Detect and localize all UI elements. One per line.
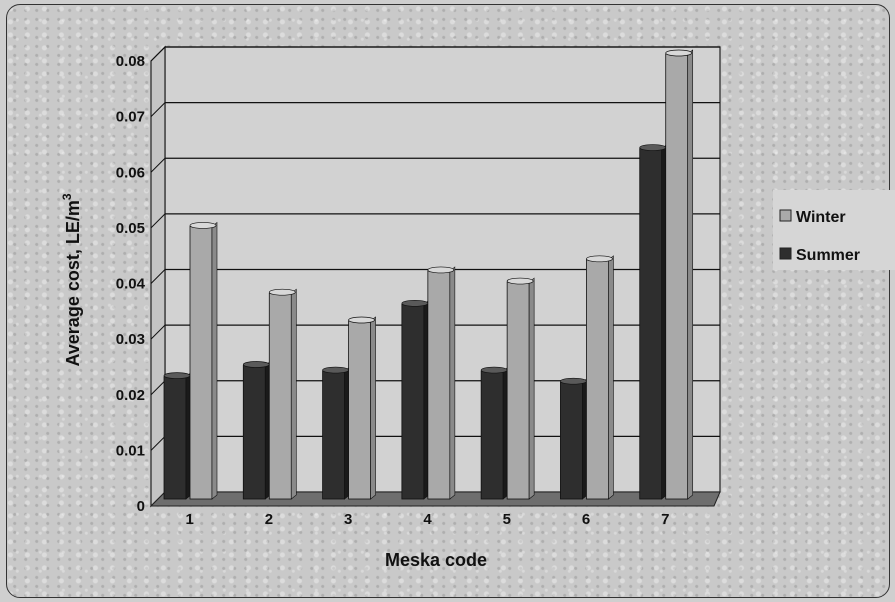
bar-winter-2 [268,288,297,500]
gridline-side [150,324,166,340]
bar-winter-1 [189,221,218,500]
y-axis-ticks: 0 0.01 0.02 0.03 0.04 0.05 0.06 0.07 0.08 [116,53,146,515]
y-tick-label: 0.07 [116,109,145,126]
gridline-side [150,102,166,117]
y-tick-label: 0.03 [116,331,145,348]
y-tick-label: 0.04 [116,276,146,293]
bar-winter-4 [427,266,456,500]
x-tick-label: 4 [423,511,432,528]
bar-winter-6 [586,255,614,500]
legend: Winter Summer [773,190,895,270]
bar-winter-5 [506,277,535,500]
x-tick-label: 2 [265,511,273,528]
x-axis-title: Meska code [385,550,487,570]
legend-swatch-winter [779,209,792,222]
bar-summer-7 [639,143,668,500]
bar-summer-3 [322,366,350,500]
x-tick-label: 6 [582,511,590,528]
y-axis-title-main: Average cost, LE/m [63,200,83,366]
bar-summer-4 [401,299,430,500]
bar-summer-1 [163,372,192,500]
gridline-side [150,380,166,396]
y-tick-label: 0.01 [116,442,145,459]
y-tick-label: 0.05 [116,220,145,237]
legend-label-winter: Winter [796,209,846,226]
bars [163,49,694,500]
bar-winter-3 [348,316,376,500]
y-tick-label: 0.06 [116,164,145,181]
bar-summer-6 [560,377,588,500]
y-tick-label: 0 [137,498,145,515]
gridline-side [150,213,166,229]
x-tick-label: 1 [185,511,193,528]
gridline-side [150,269,166,284]
legend-swatch-summer [779,247,792,260]
gridline-side [150,157,166,173]
gridline-side [150,436,166,451]
legend-box [773,190,895,270]
y-axis-title: Average cost, LE/m3 [60,193,83,366]
x-tick-label: 5 [503,511,511,528]
x-tick-label: 3 [344,511,352,528]
y-tick-label: 0.08 [116,53,145,70]
bar-summer-5 [480,366,509,500]
legend-label-summer: Summer [796,247,860,264]
y-tick-label: 0.02 [116,387,145,404]
gridline-side [150,46,166,62]
bar-winter-7 [665,49,694,500]
bar-summer-2 [242,360,271,500]
x-tick-label: 7 [661,511,669,528]
x-axis-ticks: 1 2 3 4 5 6 7 [185,511,669,528]
y-axis-title-superscript: 3 [60,193,74,200]
